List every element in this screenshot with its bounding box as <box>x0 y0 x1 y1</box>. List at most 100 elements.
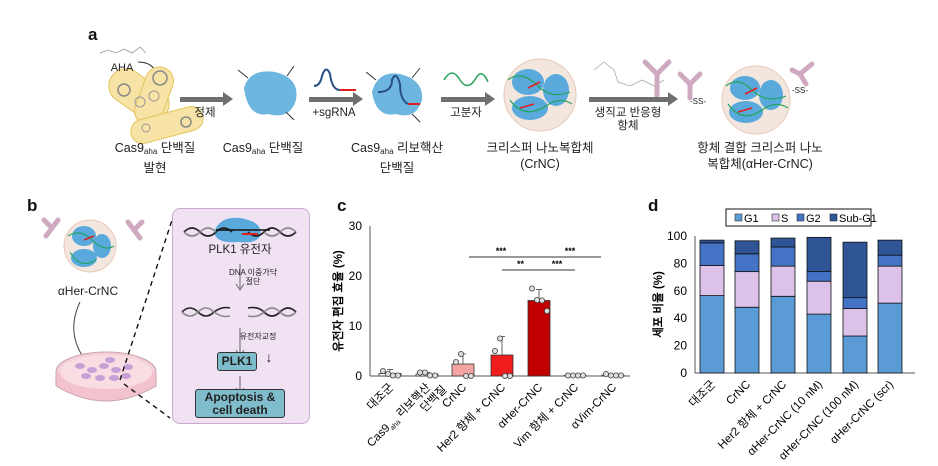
data-point <box>496 335 503 342</box>
caption-aher-crnc: 항체 결합 크리스퍼 나노 복합체(αHer-CrNC) <box>697 140 822 172</box>
bar-segment-sub-g1 <box>699 239 725 244</box>
y-tick-label: 20 <box>349 269 363 283</box>
legend-swatch <box>829 213 838 222</box>
arrow-label-line2: 항체 <box>617 120 639 132</box>
data-point <box>453 358 460 365</box>
caption-text: 단백질 <box>157 141 196 155</box>
gene-editing-label: 유전자교정 <box>239 332 277 341</box>
data-point <box>491 347 498 354</box>
arrow-label-purification: 정제 <box>194 107 216 119</box>
bar-segment-s <box>770 265 796 297</box>
y-tick-label: 20 <box>674 339 688 353</box>
data-point <box>506 372 513 379</box>
bar-segment-sub-g1 <box>734 240 760 255</box>
bacteria-icon <box>108 66 204 144</box>
caption-cas9-protein: Cas9aha 단백질 <box>223 140 304 160</box>
apoptosis-line2: cell death <box>212 403 268 417</box>
bar-segment-g2 <box>842 297 868 310</box>
plk1-gene-label: PLK1 유전자 <box>208 244 272 256</box>
aha-molecule-icon <box>99 46 147 54</box>
x-tick-label: Her2 항체 + CrNC <box>715 378 789 452</box>
bar-segment-g1 <box>806 313 832 374</box>
arrow-polymer <box>441 92 495 106</box>
data-point <box>574 372 581 379</box>
arrow-label-sgrna: +sgRNA <box>312 107 356 119</box>
bar-segment-sub-g1 <box>806 236 832 273</box>
data-point <box>390 372 397 379</box>
data-point <box>607 372 614 379</box>
arrow-label-antibody: 생직교 반응형 항체 <box>595 107 662 133</box>
disulfide-label: -SS- <box>690 97 706 106</box>
arrow-label-polymer: 고분자 <box>450 107 482 119</box>
downregulation-arrow-icon: ↓ <box>265 349 273 365</box>
bar-segment-g1 <box>770 295 796 374</box>
apoptosis-box: Apoptosis & cell death <box>195 389 285 418</box>
polymer-icon <box>443 72 489 87</box>
arrow-purification <box>180 92 233 106</box>
sgrna-icon <box>313 68 341 91</box>
bar-segment-s <box>842 308 868 337</box>
caption-crnc: 크리스퍼 나노복합체 (CrNC) <box>487 140 594 172</box>
bar-segment-g2 <box>877 254 903 267</box>
caption-text: 발현 <box>143 161 167 175</box>
mechanism-illustration <box>181 217 297 395</box>
x-tick-label: Vim 항체 + CrNC <box>511 381 581 451</box>
data-point <box>579 372 586 379</box>
legend-label: G1 <box>744 213 759 225</box>
data-point <box>385 370 392 377</box>
caption-text: 항체 결합 크리스퍼 나노 <box>697 141 823 155</box>
antibody-icon <box>41 217 145 241</box>
caption-text: Cas9 <box>114 141 144 155</box>
bar-segment-sub-g1 <box>877 239 903 256</box>
aha-label: AHA <box>110 62 134 74</box>
y-tick-label: 10 <box>349 319 363 333</box>
data-point <box>422 369 429 376</box>
zoom-line <box>119 219 173 381</box>
caption-subscript: aha <box>251 147 266 156</box>
data-point <box>528 285 535 292</box>
legend-swatch <box>796 213 805 222</box>
legend: G1 S G2 Sub-G1 <box>725 208 877 227</box>
data-point <box>457 350 464 357</box>
aher-crnc-label: αHer-CrNC <box>57 284 119 298</box>
bar-segment-g1 <box>734 306 760 374</box>
mechanism-box <box>172 208 310 424</box>
significance-label: ** <box>517 259 525 269</box>
antibody-icon <box>677 61 815 101</box>
dsb-label: DNA 이중가닥 절단 <box>229 268 277 286</box>
bar-segment-sub-g1 <box>770 237 796 248</box>
data-point <box>543 308 550 315</box>
disulfide-label: -SS- <box>792 86 808 95</box>
y-axis-label: 세포 비율 (%) <box>651 271 665 338</box>
dsb-label-line2: 절단 <box>245 277 261 286</box>
panel-label-c: c <box>337 196 347 215</box>
panel-label-b: b <box>27 196 38 215</box>
y-tick-label: 60 <box>674 284 688 298</box>
x-tick-label: 대조군 <box>364 381 396 413</box>
bar-segment-s <box>877 265 903 304</box>
aher-crnc-nanocomplex-icon <box>721 65 791 135</box>
panel-b-illustration <box>41 217 173 419</box>
panel-label-a: a <box>88 25 98 44</box>
caption-text: (CrNC) <box>520 157 560 171</box>
zoom-line <box>123 383 171 419</box>
data-point <box>533 297 540 304</box>
bar-segment-g2 <box>734 253 760 273</box>
caption-text: 리보핵산 <box>393 141 444 155</box>
legend-label: S <box>781 213 788 225</box>
data-point <box>617 372 624 379</box>
y-tick-label: 30 <box>349 219 363 233</box>
y-tick-label: 80 <box>674 256 688 270</box>
legend-label: G2 <box>806 213 821 225</box>
apoptosis-line1: Apoptosis & <box>204 390 276 404</box>
caption-text: Cas9 <box>222 141 252 155</box>
data-point <box>612 372 619 379</box>
caption-subscript: aha <box>143 147 158 156</box>
legend-swatch <box>771 213 780 222</box>
cas9-protein-icon <box>237 65 297 121</box>
data-point <box>564 372 571 379</box>
data-point <box>417 369 424 376</box>
significance-label: *** <box>496 246 507 256</box>
